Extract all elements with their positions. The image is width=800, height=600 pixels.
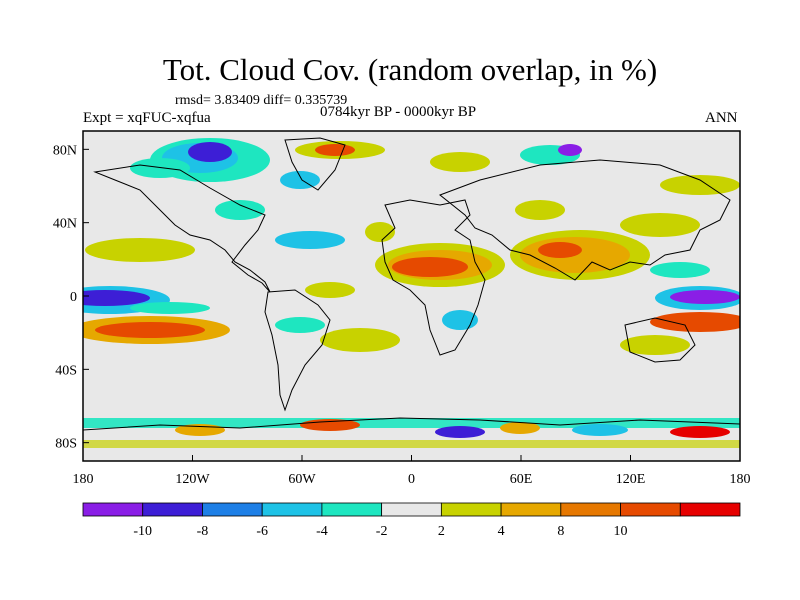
latitude-axis: 80N 40N 0 40S 80S [53, 143, 89, 452]
colorbar-label: 4 [498, 524, 505, 539]
colorbar [82, 502, 741, 517]
colorbar-label: -2 [376, 524, 388, 539]
colorbar-swatch [381, 502, 442, 517]
lon-tick-label: 180 [730, 472, 751, 487]
map-background [83, 131, 740, 461]
colorbar-swatch [500, 502, 562, 517]
period-label: 0784kyr BP - 0000kyr BP [320, 104, 477, 120]
lon-tick-label: 60E [510, 472, 533, 487]
cloud-anomaly-field [83, 138, 740, 448]
lon-tick-label: 120E [616, 472, 646, 487]
colorbar-label: -4 [316, 524, 328, 539]
colorbar-label: -6 [256, 524, 268, 539]
colorbar-label: 2 [438, 524, 445, 539]
lat-tick-label: 40N [53, 217, 77, 232]
lon-tick-label: 0 [408, 472, 415, 487]
colorbar-swatch [142, 502, 203, 517]
rmsd-diff-stats: rmsd= 3.83409 diff= 0.335739 [175, 93, 348, 108]
colorbar-label: 8 [557, 524, 564, 539]
lon-tick-label: 120W [175, 472, 210, 487]
season-label: ANN [705, 110, 738, 126]
lon-tick-label: 60W [288, 472, 316, 487]
plot-title: Tot. Cloud Cov. (random overlap, in %) [162, 52, 658, 87]
lat-tick-label: 80N [53, 143, 77, 158]
colorbar-swatch [560, 502, 621, 517]
colorbar-label: -8 [197, 524, 209, 539]
lat-tick-label: 40S [55, 363, 77, 378]
colorbar-swatch [620, 502, 681, 517]
colorbar-label: -10 [133, 524, 152, 539]
colorbar-swatch [440, 502, 502, 517]
longitude-axis: 180 120W 60W 0 60E 120E 180 [73, 455, 751, 487]
lon-tick-label: 180 [73, 472, 94, 487]
colorbar-swatch [321, 502, 383, 517]
colorbar-swatch [679, 502, 741, 517]
colorbar-labels: -10 -8 -6 -4 -2 2 4 8 10 [133, 524, 627, 539]
lat-tick-label: 0 [70, 290, 77, 305]
coastlines [83, 137, 740, 431]
lat-tick-label: 80S [55, 437, 77, 452]
colorbar-swatch [202, 502, 263, 517]
colorbar-label: 10 [614, 524, 628, 539]
colorbar-swatch [261, 502, 323, 517]
experiment-label: Expt = xqFUC-xqfua [83, 110, 211, 126]
colorbar-swatch [82, 502, 144, 517]
